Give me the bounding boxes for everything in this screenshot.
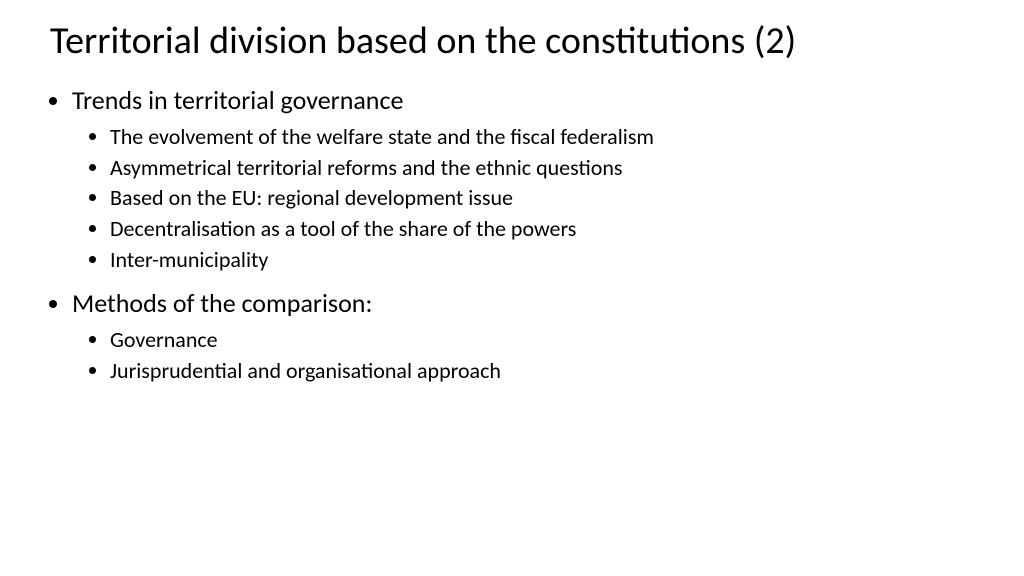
slide: Territorial division based on the consti… xyxy=(0,0,1024,576)
list-item: Trends in territorial governance The evo… xyxy=(72,82,974,275)
content-list: Trends in territorial governance The evo… xyxy=(50,82,974,386)
list-item: Governance xyxy=(110,325,974,355)
list-item: Asymmetrical territorial reforms and the… xyxy=(110,153,974,183)
section-heading: Methods of the comparison: xyxy=(72,287,372,319)
list-item: Methods of the comparison: Governance Ju… xyxy=(72,285,974,386)
sub-list: The evolvement of the welfare state and … xyxy=(72,122,974,274)
sub-list: Governance Jurisprudential and organisat… xyxy=(72,325,974,385)
section-heading: Trends in territorial governance xyxy=(72,84,403,116)
slide-title: Territorial division based on the consti… xyxy=(50,20,974,64)
list-item: Decentralisation as a tool of the share … xyxy=(110,214,974,244)
list-item: Inter-municipality xyxy=(110,245,974,275)
list-item: Based on the EU: regional development is… xyxy=(110,183,974,213)
list-item: Jurisprudential and organisational appro… xyxy=(110,356,974,386)
list-item: The evolvement of the welfare state and … xyxy=(110,122,974,152)
